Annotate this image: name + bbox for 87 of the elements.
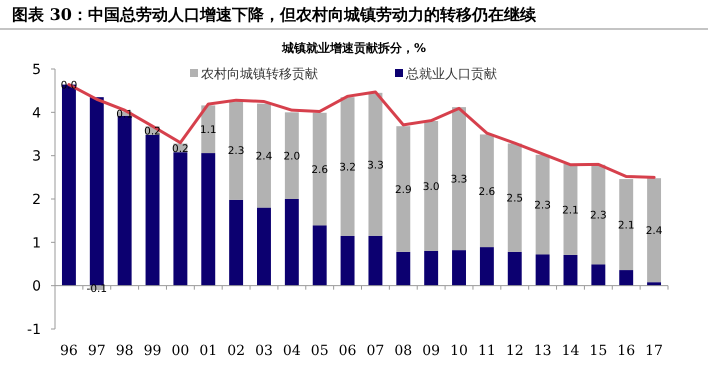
data-label: 2.1: [618, 220, 635, 232]
bar: [284, 199, 299, 286]
bar: [591, 264, 606, 286]
bar: [312, 225, 327, 286]
bar: [480, 247, 494, 286]
data-label: 0.0: [60, 80, 78, 92]
x-tick-label: 97: [88, 343, 106, 359]
x-tick-label: 09: [422, 343, 440, 359]
data-label: 2.3: [590, 210, 607, 222]
bar: [396, 252, 410, 286]
bar: [619, 179, 634, 270]
bar: [508, 252, 522, 286]
bar: [257, 104, 271, 208]
bar: [480, 134, 494, 248]
data-label: -0.1: [86, 282, 108, 295]
data-label: 3.0: [422, 181, 440, 193]
bar: [173, 152, 188, 286]
bar: [229, 100, 244, 200]
bar: [201, 153, 216, 286]
x-tick-label: 03: [255, 343, 273, 359]
bar: [591, 164, 606, 264]
bar: [396, 126, 410, 252]
bar: [564, 164, 578, 255]
bar: [424, 121, 438, 251]
y-tick-label: 4: [32, 105, 42, 122]
x-tick-label: 98: [116, 343, 134, 359]
chart-subtitle: 城镇就业增速贡献拆分，%: [280, 41, 426, 55]
x-tick-label: 17: [645, 343, 663, 359]
bar: [424, 251, 438, 286]
bar: [284, 112, 299, 199]
x-tick-label: 14: [562, 343, 580, 359]
bar: [146, 134, 160, 286]
x-tick-label: 07: [366, 343, 384, 359]
x-tick-label: 06: [338, 343, 357, 359]
bar: [564, 254, 578, 286]
data-label: 2.6: [311, 164, 328, 176]
bar: [340, 97, 355, 236]
data-label: 3.3: [367, 159, 384, 172]
bar: [536, 254, 550, 286]
data-label: 2.6: [478, 186, 496, 198]
bar: [229, 200, 244, 286]
x-tick-label: 04: [282, 343, 301, 359]
y-tick-label: -1: [27, 322, 41, 338]
data-label: 0.2: [144, 126, 161, 138]
chart-title: 图表 30：中国总劳动人口增速下降，但农村向城镇劳动力的转移仍在继续: [12, 5, 537, 24]
bar: [508, 144, 522, 252]
x-tick-label: 10: [450, 343, 468, 359]
bar: [536, 154, 550, 254]
data-label: 2.0: [283, 150, 300, 163]
bar: [90, 97, 104, 286]
y-tick-label: 1: [32, 235, 41, 252]
x-tick-label: 99: [144, 343, 162, 359]
bar: [340, 236, 355, 286]
bar: [312, 112, 327, 226]
x-tick-label: 15: [589, 343, 608, 359]
bar: [257, 208, 271, 286]
data-label: 3.2: [339, 162, 356, 174]
y-tick-label: 5: [32, 62, 41, 78]
data-label: 1.1: [200, 124, 217, 136]
x-tick-label: 96: [60, 343, 78, 359]
data-label: 2.9: [394, 184, 412, 196]
data-label: 2.5: [506, 192, 524, 205]
data-label: 2.3: [228, 145, 244, 158]
data-label: 2.4: [646, 225, 663, 238]
data-label: 3.3: [450, 174, 468, 186]
x-tick-label: 00: [171, 343, 190, 359]
bar: [368, 92, 382, 236]
data-label: 2.1: [562, 204, 579, 216]
x-tick-label: 16: [617, 343, 636, 359]
bar: [368, 236, 382, 286]
x-tick-label: 02: [227, 343, 246, 359]
data-label: 2.4: [256, 150, 273, 163]
y-tick-label: 3: [32, 148, 41, 165]
x-tick-label: 12: [506, 343, 524, 359]
data-label: 0.2: [172, 142, 189, 155]
bar: [619, 270, 634, 286]
x-tick-label: 11: [478, 343, 496, 359]
y-tick-label: 0: [32, 278, 41, 295]
bar: [452, 107, 466, 250]
x-tick-label: 05: [310, 343, 329, 359]
bar: [647, 178, 662, 282]
data-label: 2.3: [534, 200, 551, 212]
x-tick-label: 01: [199, 343, 218, 359]
y-tick-label: 2: [32, 192, 41, 208]
x-tick-label: 13: [534, 343, 552, 359]
bar: [452, 250, 466, 286]
x-tick-label: 08: [394, 343, 412, 359]
